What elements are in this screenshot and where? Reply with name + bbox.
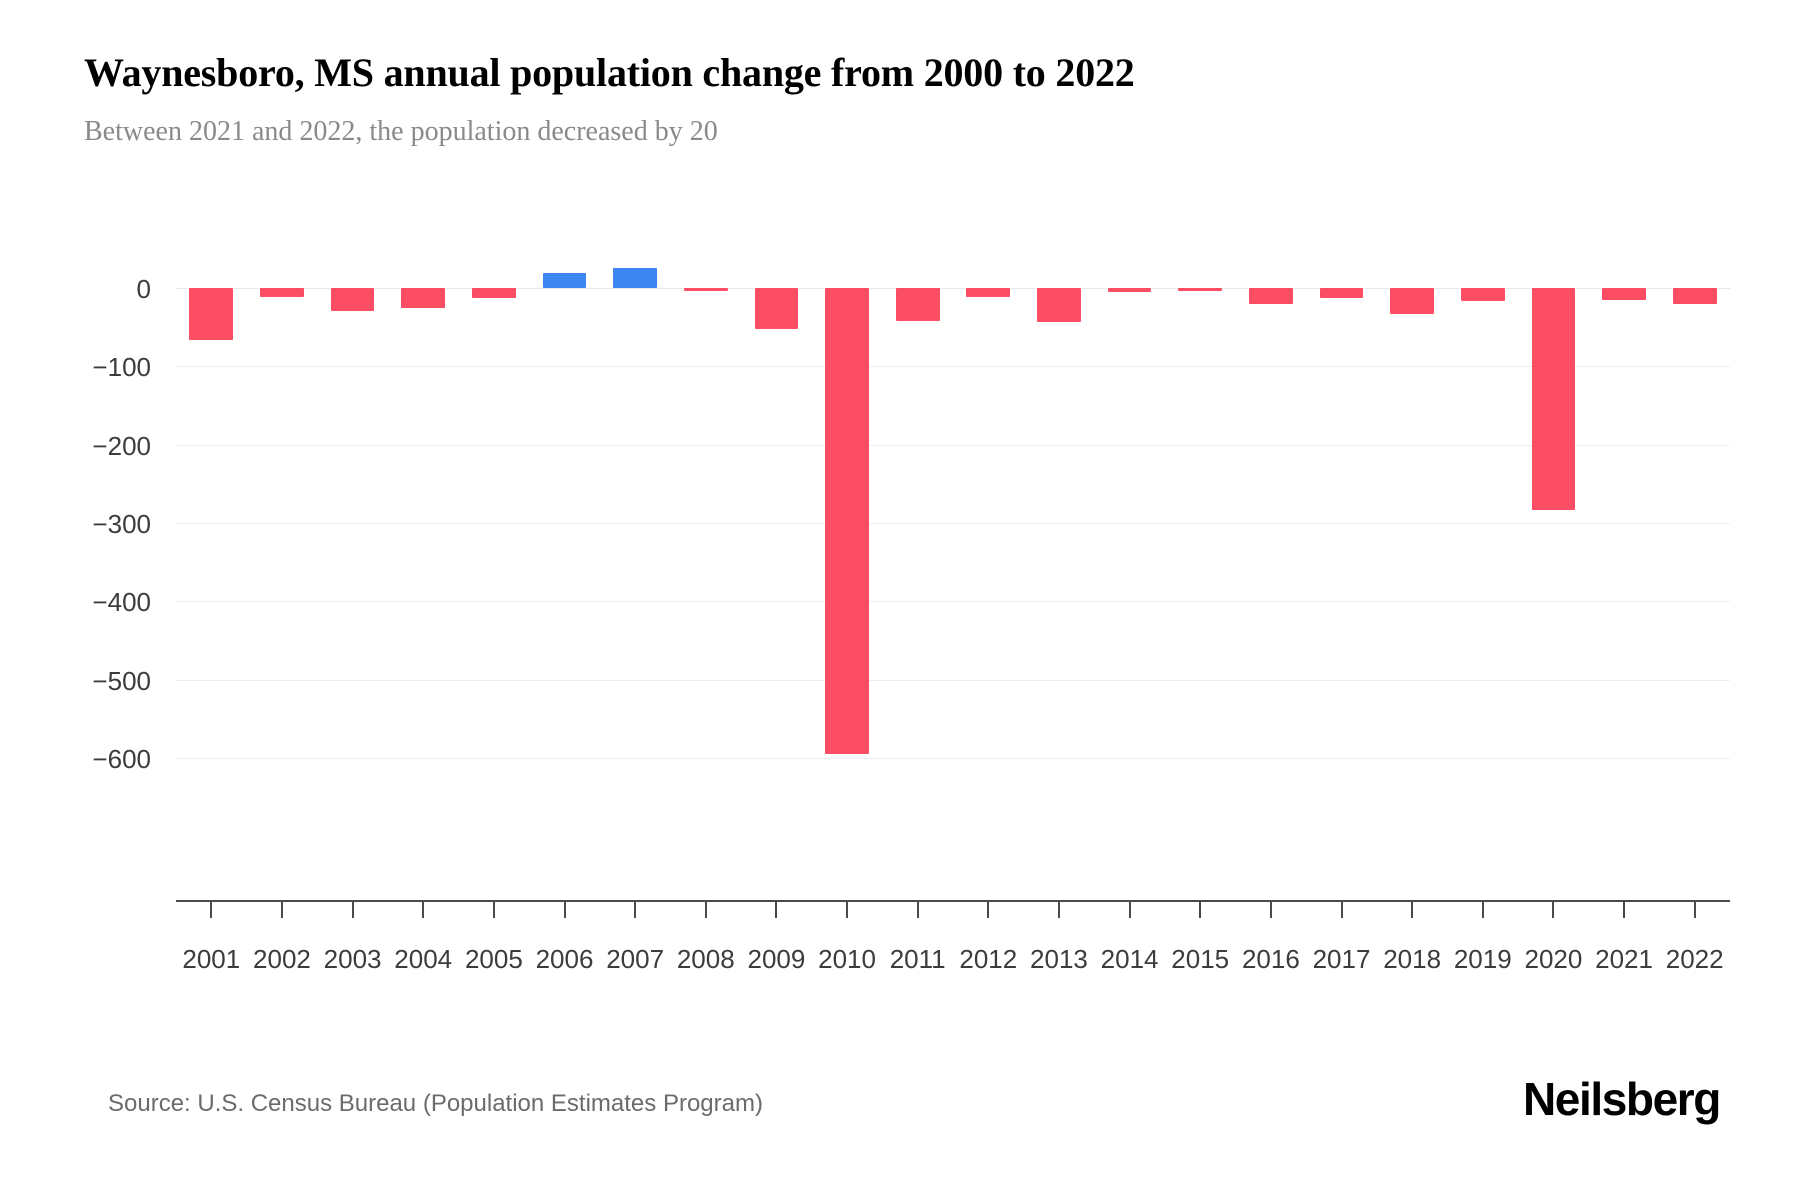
- x-axis-tick: [422, 900, 425, 918]
- x-axis-tick: [563, 900, 566, 918]
- bar-2001[interactable]: [189, 288, 234, 340]
- page-title: Waynesboro, MS annual population change …: [84, 50, 1135, 95]
- y-axis-tick-label: −300: [92, 508, 151, 539]
- x-axis-tick-label: 2003: [323, 944, 382, 974]
- bar-2013[interactable]: [1037, 288, 1081, 323]
- x-axis-tick: [846, 900, 849, 918]
- chart-header: Waynesboro, MS annual population change …: [84, 48, 1724, 150]
- brand-logo: Neilsberg: [1522, 1073, 1721, 1125]
- x-axis-tick: [280, 900, 283, 918]
- y-axis-tick-label: −100: [92, 352, 151, 383]
- x-axis-tick-label: 2009: [747, 944, 806, 974]
- x-axis-tick: [1693, 900, 1696, 918]
- x-axis-tick-label: 2014: [1100, 944, 1159, 974]
- x-axis-tick: [1552, 900, 1555, 918]
- y-axis-tick-label: −200: [92, 430, 151, 461]
- x-axis-tick: [704, 900, 707, 918]
- gridline: [176, 366, 1730, 368]
- x-axis-tick-label: 2006: [535, 944, 594, 974]
- bar-2017[interactable]: [1319, 288, 1364, 299]
- bar-2022[interactable]: [1672, 288, 1717, 304]
- x-axis-tick-label: 2007: [606, 944, 665, 974]
- bar-2005[interactable]: [471, 288, 516, 299]
- gridline: [176, 444, 1730, 446]
- bar-2010[interactable]: [825, 288, 869, 754]
- chart-subtitle: Between 2021 and 2022, the population de…: [84, 116, 718, 147]
- x-axis-tick-label: 2005: [464, 944, 523, 974]
- x-axis-tick: [775, 900, 778, 918]
- bar-2020[interactable]: [1531, 288, 1576, 510]
- bar-2003[interactable]: [330, 288, 375, 312]
- x-axis-tick-label: 2013: [1030, 944, 1088, 974]
- x-axis-tick-label: 2016: [1241, 944, 1300, 974]
- x-axis-tick-label: 2010: [818, 944, 876, 974]
- x-axis-tick: [351, 900, 354, 918]
- x-axis-tick-label: 2011: [889, 944, 946, 974]
- gridline: [176, 601, 1730, 603]
- bar-2012[interactable]: [966, 288, 1011, 297]
- gridline: [176, 288, 1730, 289]
- bar-2007[interactable]: [613, 267, 658, 288]
- x-axis-tick: [634, 900, 637, 918]
- bar-2006[interactable]: [542, 273, 587, 288]
- x-axis-tick: [1057, 900, 1060, 918]
- x-axis-tick-label: 2012: [959, 944, 1018, 974]
- x-axis-tick-label: 2008: [676, 944, 735, 974]
- x-axis-tick: [987, 900, 990, 918]
- y-axis-tick-label: −600: [92, 743, 151, 774]
- y-axis-tick-label: −500: [92, 665, 151, 696]
- bar-2014[interactable]: [1107, 288, 1152, 292]
- gridline: [176, 757, 1730, 759]
- x-axis-tick: [1411, 900, 1414, 918]
- x-axis-tick: [1340, 900, 1343, 918]
- x-axis-tick-label: 2022: [1665, 944, 1724, 974]
- bar-2016[interactable]: [1248, 288, 1293, 305]
- bar-2009[interactable]: [754, 288, 799, 330]
- bar-2002[interactable]: [260, 288, 304, 298]
- x-axis-tick-label: 2021: [1595, 944, 1653, 974]
- x-axis-tick: [492, 900, 495, 918]
- x-axis-tick-label: 2018: [1383, 944, 1442, 974]
- gridline: [176, 522, 1730, 524]
- x-axis-tick-label: 2001: [182, 944, 241, 974]
- x-axis-line: [176, 900, 1730, 902]
- source-note: Source: U.S. Census Bureau (Population E…: [108, 1090, 763, 1117]
- x-axis-tick: [210, 900, 213, 918]
- x-axis-tick: [1199, 900, 1202, 918]
- y-axis-tick-label: −400: [92, 587, 151, 618]
- bar-2021[interactable]: [1602, 288, 1646, 300]
- x-axis-tick: [1623, 900, 1626, 918]
- y-axis-tick-label: 0: [136, 274, 151, 304]
- x-axis-tick-label: 2020: [1524, 944, 1583, 974]
- x-axis-tick: [1128, 900, 1131, 918]
- x-axis-tick: [1269, 900, 1272, 918]
- bar-2008[interactable]: [683, 288, 728, 291]
- plot-canvas: [176, 240, 1730, 900]
- x-axis-tick: [1481, 900, 1484, 918]
- bar-2018[interactable]: [1390, 288, 1435, 314]
- x-axis-tick-label: 2019: [1453, 944, 1512, 974]
- bar-2019[interactable]: [1460, 288, 1505, 302]
- x-axis-tick: [916, 900, 919, 918]
- x-axis-tick-label: 2015: [1171, 944, 1230, 974]
- bar-2015[interactable]: [1178, 288, 1223, 291]
- gridline: [176, 679, 1730, 681]
- x-axis-tick-label: 2002: [253, 944, 311, 974]
- x-axis-tick-label: 2004: [394, 944, 453, 974]
- x-axis-tick-label: 2017: [1312, 944, 1371, 974]
- bar-2004[interactable]: [401, 288, 446, 308]
- bar-2011[interactable]: [895, 288, 940, 321]
